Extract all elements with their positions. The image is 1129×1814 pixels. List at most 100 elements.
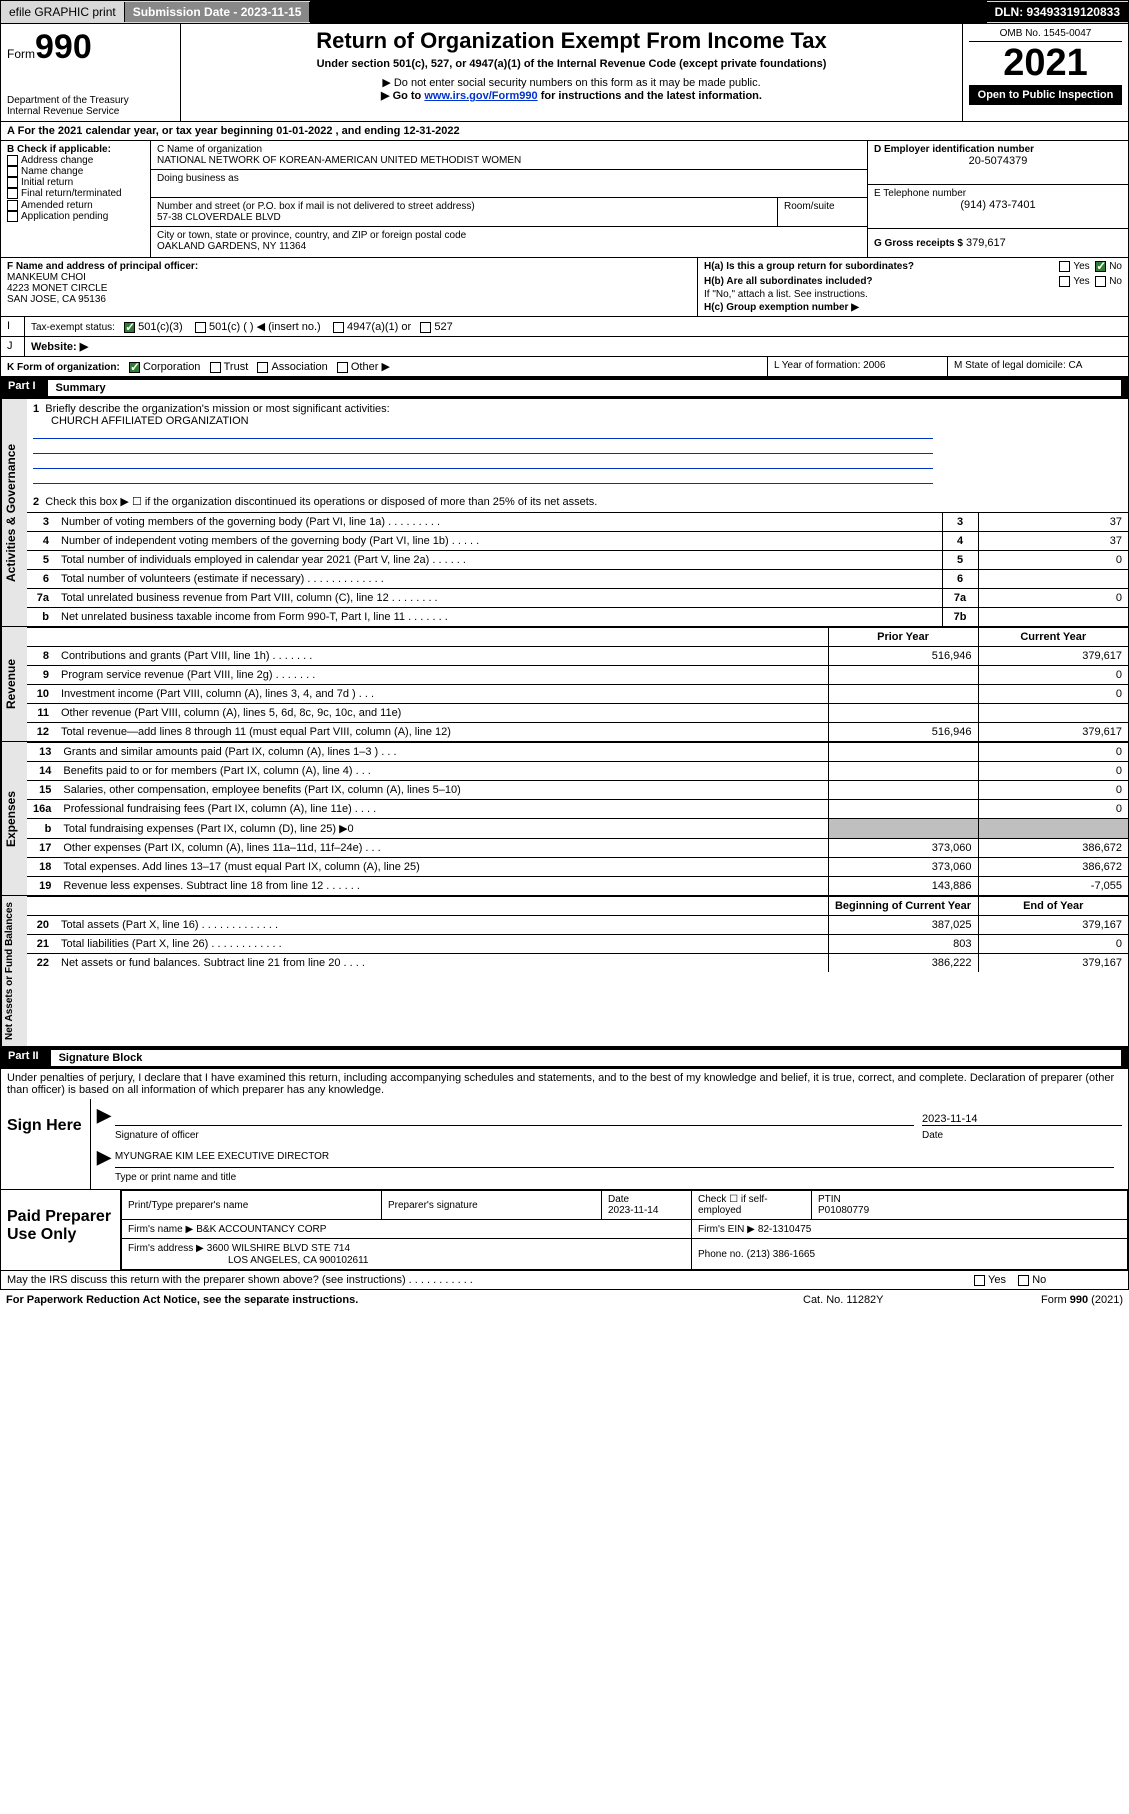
p-name-lab: Print/Type preparer's name: [128, 1200, 375, 1211]
officer-sig-line[interactable]: [115, 1108, 914, 1126]
E-val: (914) 473-7401: [874, 199, 1122, 211]
efile-label[interactable]: efile GRAPHIC print: [1, 2, 125, 22]
mission-line2: [33, 442, 933, 454]
Hb-yes: Yes: [1073, 276, 1089, 287]
cb-may-no[interactable]: [1018, 1275, 1029, 1286]
instructions-link[interactable]: www.irs.gov/Form990: [424, 90, 537, 102]
firm-ein: 82-1310475: [758, 1224, 811, 1235]
cb-Ha-yes[interactable]: [1059, 261, 1070, 272]
form-prefix: Form: [7, 47, 35, 61]
B-opt2: Initial return: [21, 177, 73, 188]
D-val: 20-5074379: [874, 155, 1122, 167]
Hb-label: H(b) Are all subordinates included?: [704, 276, 873, 287]
D-label: D Employer identification number: [874, 144, 1122, 155]
sig-date-label: Date: [922, 1130, 1122, 1141]
may-yes: Yes: [988, 1274, 1006, 1286]
C-street: 57-38 CLOVERDALE BLVD: [157, 212, 771, 223]
C-street-label: Number and street (or P.O. box if mail i…: [157, 201, 771, 212]
vlabel-governance: Activities & Governance: [1, 399, 27, 626]
cb-app-pending[interactable]: [7, 211, 18, 222]
row-may-discuss: May the IRS discuss this return with the…: [0, 1271, 1129, 1290]
header-right: OMB No. 1545-0047 2021 Open to Public In…: [963, 24, 1128, 121]
cat-no: Cat. No. 11282Y: [803, 1294, 983, 1306]
sig-arrow1-icon: ▶: [97, 1105, 111, 1126]
cb-assoc[interactable]: [257, 362, 268, 373]
submission-date-btn[interactable]: Submission Date - 2023-11-15: [125, 2, 311, 22]
phone-lab: Phone no.: [698, 1249, 744, 1260]
B-label: B Check if applicable:: [7, 144, 144, 155]
vlabel-netassets: Net Assets or Fund Balances: [1, 896, 27, 1046]
section-expenses: Expenses 13Grants and similar amounts pa…: [0, 742, 1129, 896]
prep-table: Print/Type preparer's name Preparer's si…: [121, 1190, 1128, 1270]
sig-off-label: Signature of officer: [115, 1130, 922, 1141]
A-line: For the 2021 calendar year, or tax year …: [18, 125, 460, 137]
q1-label: Briefly describe the organization's miss…: [45, 403, 389, 415]
p-date-lab: Date: [608, 1194, 685, 1205]
mission-line4: [33, 472, 933, 484]
I-opt1: 501(c) ( ) ◀ (insert no.): [209, 321, 321, 333]
form-number: 990: [35, 28, 92, 66]
cb-527[interactable]: [420, 322, 431, 333]
cb-may-yes[interactable]: [974, 1275, 985, 1286]
B-cell: B Check if applicable: Address change Na…: [1, 141, 151, 257]
K-opt0: Corporation: [143, 361, 200, 373]
F-name: MANKEUM CHOI: [7, 272, 691, 283]
net-table: Beginning of Current YearEnd of Year20To…: [27, 896, 1128, 972]
row-KLM: K Form of organization: Corporation Trus…: [0, 357, 1129, 377]
p-sig-lab: Preparer's signature: [388, 1200, 595, 1211]
vlabel-revenue: Revenue: [1, 627, 27, 741]
mission-line1: [33, 427, 933, 439]
C-dba-label: Doing business as: [157, 173, 861, 184]
irs-label: Internal Revenue Service: [7, 106, 174, 117]
C-name: NATIONAL NETWORK OF KOREAN-AMERICAN UNIT…: [157, 155, 861, 166]
B-opt4: Amended return: [21, 200, 93, 211]
C-city-label: City or town, state or province, country…: [157, 230, 861, 241]
cb-corp[interactable]: [129, 362, 140, 373]
gov-table: 3Number of voting members of the governi…: [27, 512, 1128, 626]
cb-4947[interactable]: [333, 322, 344, 333]
sign-here-label: Sign Here: [1, 1099, 91, 1189]
B-opt5: Application pending: [21, 211, 108, 222]
vlabel-expenses: Expenses: [1, 742, 27, 895]
I-opt2: 4947(a)(1) or: [347, 321, 411, 333]
part1-tag: Part I: [8, 380, 48, 396]
cb-final-return[interactable]: [7, 188, 18, 199]
C-city: OAKLAND GARDENS, NY 11364: [157, 241, 861, 252]
firm-addr1: 3600 WILSHIRE BLVD STE 714: [207, 1243, 350, 1254]
p-ptin: P01080779: [818, 1205, 1121, 1216]
row-J: J Website: ▶: [0, 337, 1129, 357]
cb-name-change[interactable]: [7, 166, 18, 177]
row-BCDEG: B Check if applicable: Address change Na…: [0, 141, 1129, 258]
exp-table: 13Grants and similar amounts paid (Part …: [27, 742, 1128, 895]
cb-Hb-no[interactable]: [1095, 276, 1106, 287]
B-opt1: Name change: [21, 166, 83, 177]
form-header: Form990 Department of the Treasury Inter…: [0, 24, 1129, 122]
Ha-no: No: [1109, 261, 1122, 272]
G-val: 379,617: [966, 237, 1006, 249]
F-addr1: 4223 MONET CIRCLE: [7, 283, 691, 294]
toolbar-spacer: [310, 1, 986, 23]
omb-label: OMB No. 1545-0047: [969, 28, 1122, 42]
form-warn1: ▶ Do not enter social security numbers o…: [187, 76, 956, 89]
cb-initial-return[interactable]: [7, 177, 18, 188]
section-governance: Activities & Governance 1 Briefly descri…: [0, 399, 1129, 627]
cb-other[interactable]: [337, 362, 348, 373]
cb-Ha-no[interactable]: [1095, 261, 1106, 272]
row-FH: F Name and address of principal officer:…: [0, 258, 1129, 317]
p-check[interactable]: Check ☐ if self-employed: [698, 1194, 805, 1216]
rev-table: Prior YearCurrent Year8Contributions and…: [27, 627, 1128, 741]
form-title: Return of Organization Exempt From Incom…: [187, 28, 956, 54]
cb-501c3[interactable]: [124, 322, 135, 333]
header-mid: Return of Organization Exempt From Incom…: [181, 24, 963, 121]
F-addr2: SAN JOSE, CA 95136: [7, 294, 691, 305]
cb-address-change[interactable]: [7, 155, 18, 166]
cb-Hb-yes[interactable]: [1059, 276, 1070, 287]
I-label: Tax-exempt status:: [31, 322, 115, 333]
cb-501c[interactable]: [195, 322, 206, 333]
K-opt2: Association: [271, 361, 327, 373]
cb-amended-return[interactable]: [7, 200, 18, 211]
C-name-label: C Name of organization: [157, 144, 861, 155]
Ha-label: H(a) Is this a group return for subordin…: [704, 261, 914, 272]
paid-prep-label: Paid Preparer Use Only: [1, 1190, 121, 1270]
cb-trust[interactable]: [210, 362, 221, 373]
